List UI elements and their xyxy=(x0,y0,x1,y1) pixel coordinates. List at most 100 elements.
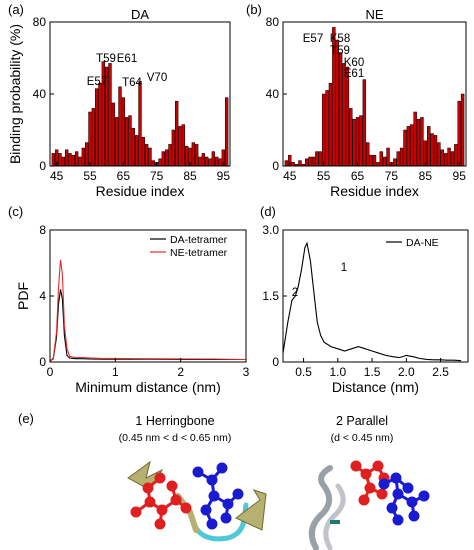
panel-label: (a) xyxy=(8,2,24,17)
x-tick-label: 3 xyxy=(243,365,250,379)
chart-title: DA xyxy=(131,7,149,22)
y-tick-label: 4 xyxy=(39,289,46,303)
blue-molecule-parallel xyxy=(378,472,430,526)
bar-residue-47 xyxy=(61,156,66,167)
bar-residue-65 xyxy=(121,97,126,167)
bar-residue-92 xyxy=(447,147,451,167)
bar-residue-76 xyxy=(393,158,397,167)
x-tick-label: 95 xyxy=(453,169,467,183)
bar-residue-86 xyxy=(427,126,431,167)
bar-residue-70 xyxy=(372,154,377,167)
bar-residue-88 xyxy=(198,156,202,167)
beta-sheet-ribbon-2 xyxy=(235,489,267,531)
bar-residue-93 xyxy=(450,151,455,167)
bar-residue-58 xyxy=(98,82,102,167)
bar-residue-52 xyxy=(78,156,82,167)
x-tick-label: 65 xyxy=(351,169,365,183)
bar-residue-89 xyxy=(201,153,206,167)
bar-residue-56 xyxy=(325,90,329,167)
y-axis-title: Binding probability (%) xyxy=(7,24,23,164)
bar-residue-83 xyxy=(416,118,421,167)
bar-residue-94 xyxy=(218,158,222,167)
bar-annotation: E61 xyxy=(344,68,364,80)
bar-residue-69 xyxy=(369,154,373,167)
panel-label-e: (e) xyxy=(18,411,34,426)
y-tick-label: 0 xyxy=(272,159,279,173)
bar-residue-94 xyxy=(454,144,458,167)
chart-title: NE xyxy=(365,7,383,22)
bar-residue-64 xyxy=(118,86,122,167)
bar-residue-73 xyxy=(148,147,152,167)
bar-residue-77 xyxy=(161,151,166,167)
bar-residue-44 xyxy=(51,153,56,167)
helix-ribbon-2 xyxy=(323,483,346,550)
panel-label: (b) xyxy=(246,2,262,17)
panel-b-bar-chart: 45 55 65 75 85 95 0 40 80 NE Residue index (b) E57 K5… xyxy=(246,2,467,199)
bar-residue-96 xyxy=(224,97,229,167)
blue-molecule xyxy=(192,462,244,530)
bar-residue-46 xyxy=(291,162,295,167)
legend-label-0: DA-tetramer xyxy=(170,234,228,246)
bar-residue-81 xyxy=(410,124,414,167)
bar-residue-55 xyxy=(321,93,326,167)
legend: DA-NE xyxy=(386,237,439,249)
x-axis-title: Distance (nm) xyxy=(332,379,419,395)
legend-label-0: DA-NE xyxy=(406,237,439,249)
bar-residue-70 xyxy=(138,81,142,167)
bar-residue-83 xyxy=(181,124,186,167)
bar-residue-72 xyxy=(379,151,383,167)
parallel-title: 2 Parallel xyxy=(336,414,388,428)
bar-residue-84 xyxy=(184,145,189,167)
y-tick-label: 40 xyxy=(266,87,280,101)
y-tick-label: 0 xyxy=(272,355,279,369)
bar-residue-50 xyxy=(305,158,309,167)
bar-residue-86 xyxy=(191,142,196,167)
series-line-1 xyxy=(49,259,247,362)
bar-residue-80 xyxy=(406,126,411,167)
bar-residue-68 xyxy=(366,142,370,167)
series-line-0 xyxy=(49,289,246,362)
bar-residue-48 xyxy=(64,149,69,167)
bar-annotation: T64 xyxy=(122,77,142,89)
bar-residue-87 xyxy=(430,133,434,167)
y-tick-label: 8 xyxy=(39,223,46,237)
coil-ribbon xyxy=(193,502,249,542)
x-tick-label: 55 xyxy=(83,169,97,183)
x-tick-label: 45 xyxy=(283,169,297,183)
bar-annotation: E57 xyxy=(87,76,107,88)
plot-frame xyxy=(282,229,469,363)
panel-c-line-chart: 0 1 2 3 0 4 8 Minimum distance (nm) (c) PDF DA-tet… xyxy=(8,204,250,395)
panel-label: (c) xyxy=(8,204,23,219)
x-tick-label: 0 xyxy=(47,365,54,379)
bar-residue-73 xyxy=(382,156,387,167)
bar-residue-66 xyxy=(359,115,363,167)
loop-ribbon xyxy=(175,493,199,533)
bar-residue-55 xyxy=(88,111,92,167)
x-axis-title: Residue index xyxy=(330,183,419,199)
x-tick-label: 75 xyxy=(150,169,164,183)
bar-residue-76 xyxy=(158,158,162,167)
y-tick-label: 0 xyxy=(39,355,46,369)
x-tick-label: 1.0 xyxy=(329,365,346,379)
bar-residue-57 xyxy=(94,88,99,167)
x-tick-label: 65 xyxy=(117,169,131,183)
bar-residue-67 xyxy=(128,115,132,167)
bar-residue-69 xyxy=(134,135,139,167)
y-tick-label: 40 xyxy=(33,87,47,101)
bar-residue-62 xyxy=(111,102,116,167)
panel-label: (d) xyxy=(260,204,276,219)
x-tick-label: 2 xyxy=(177,365,184,379)
x-tick-label: 2.0 xyxy=(398,365,415,379)
bar-residue-44 xyxy=(284,160,289,167)
helix-ribbon xyxy=(308,465,333,550)
bar-residue-63 xyxy=(349,108,353,167)
bar-residue-82 xyxy=(413,111,417,167)
y-tick-label: 0 xyxy=(39,159,46,173)
bar-residue-77 xyxy=(396,151,400,167)
bar-residue-68 xyxy=(131,127,136,167)
herringbone-title: 1 Herringbone xyxy=(135,414,214,428)
bar-residue-66 xyxy=(124,117,129,167)
bar-residue-90 xyxy=(440,149,444,167)
y-tick-label: 80 xyxy=(266,15,280,29)
